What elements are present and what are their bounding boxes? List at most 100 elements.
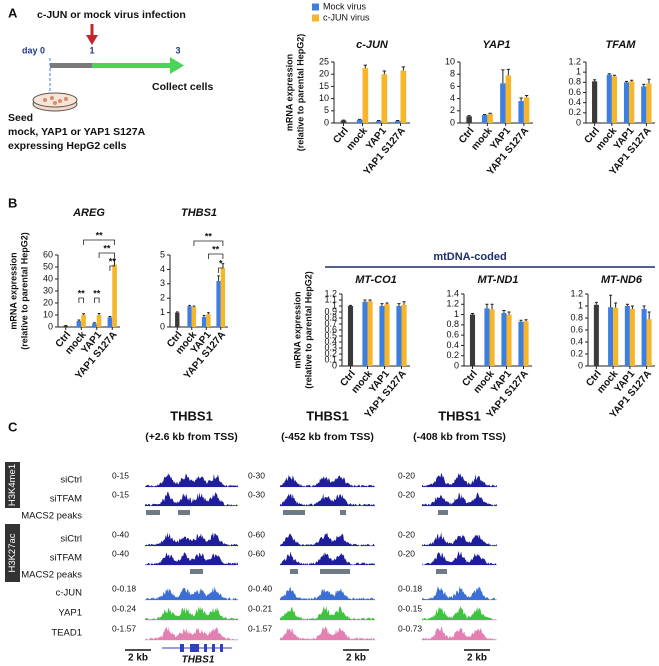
exon [220, 644, 223, 652]
y-tick-label: 3 [160, 278, 165, 288]
error-bar [485, 303, 489, 309]
bar [501, 313, 507, 366]
signal-track [145, 473, 238, 487]
error-bar [467, 115, 471, 117]
y-tick-label: 0.2 [568, 107, 581, 117]
signal-track [422, 551, 497, 565]
mark-label: H3K4me1 [7, 464, 18, 506]
bar [629, 309, 635, 366]
significance-label: ** [109, 256, 117, 266]
bar [379, 306, 385, 366]
y-tick-label: 0.4 [446, 340, 459, 350]
error-bar [202, 314, 206, 317]
track-range: 0-60 [248, 548, 265, 558]
error-bar [630, 79, 634, 82]
bar [523, 97, 530, 123]
y-tick-label: 6 [450, 81, 455, 91]
error-bar [217, 275, 220, 281]
bar [641, 309, 647, 366]
chart-title: MT-ND1 [478, 274, 519, 286]
error-bar [385, 302, 389, 305]
y-tick-label: 8 [450, 69, 455, 79]
exon [212, 644, 215, 652]
track-label: YAP1 [58, 608, 82, 619]
scale-label: 2 kb [467, 653, 487, 664]
error-bar [382, 70, 387, 75]
y-tick-label: 0 [576, 117, 581, 127]
macs2-peak [320, 569, 350, 574]
macs2-peak [190, 569, 203, 574]
track-range: 0-0.18 [398, 583, 422, 593]
bar [518, 101, 524, 123]
bar [484, 308, 490, 366]
track-range: 0-20 [398, 470, 415, 480]
error-bar [630, 305, 634, 309]
y-tick-label: 0.4 [570, 336, 583, 346]
track-range: 0-1.57 [112, 623, 136, 633]
y-tick-label: 0.7 [324, 318, 337, 328]
bar [107, 317, 113, 327]
y-tick-label: 25 [319, 56, 329, 66]
y-axis-label: (relative to parental HepG2) [303, 271, 313, 389]
error-bar [609, 294, 613, 308]
error-bar [501, 69, 505, 84]
y-tick-label: 1.2 [568, 56, 581, 66]
significance-label: ** [212, 244, 220, 254]
bar [81, 315, 86, 327]
signal-track [145, 606, 238, 620]
infection-label: c-JUN or mock virus infection [37, 9, 186, 21]
legend-label: c-JUN virus [323, 12, 370, 22]
bar [611, 76, 618, 123]
bar [593, 304, 599, 366]
legend-swatch [312, 3, 319, 11]
macs2-peak [146, 510, 160, 515]
y-tick-label: 5 [324, 105, 329, 115]
bar [487, 113, 493, 123]
timeline [92, 63, 172, 68]
track-range: 0-0.73 [398, 623, 422, 633]
bar [191, 306, 197, 327]
region-title: THBS1 [170, 408, 213, 423]
bar [608, 307, 614, 366]
bar [362, 301, 368, 366]
y-tick-label: 1 [160, 307, 165, 317]
y-tick-label: 0.6 [446, 330, 459, 340]
y-tick-label: 10 [43, 309, 53, 319]
error-bar [348, 304, 353, 306]
track-range: 0-30 [248, 489, 265, 499]
seed-label: Seed [8, 112, 33, 124]
signal-track [145, 552, 238, 565]
error-bar [642, 305, 646, 309]
error-bar [519, 97, 523, 102]
track-range: 0-0.24 [112, 603, 136, 613]
significance-label: ** [103, 243, 111, 253]
y-tick-label: 0.2 [324, 348, 337, 358]
bar [523, 321, 529, 366]
error-bar [625, 303, 629, 306]
bar [367, 301, 373, 366]
bar [466, 116, 472, 123]
bar [384, 304, 390, 366]
y-tick-label: 0 [324, 117, 329, 127]
day-label: 1 [89, 45, 94, 55]
error-bar [108, 315, 112, 318]
y-tick-label: 4 [160, 264, 165, 274]
bar [63, 325, 69, 327]
bar [96, 315, 102, 327]
macs2-peak [283, 510, 305, 515]
exon [180, 644, 184, 652]
track-label: siCtrl [60, 534, 82, 545]
bar [375, 121, 382, 123]
legend-label: Mock virus [323, 1, 367, 11]
track-range: 0-1.57 [248, 623, 272, 633]
track-range: 0-40 [112, 548, 129, 558]
y-tick-label: 0.4 [324, 336, 337, 346]
error-bar [519, 319, 523, 322]
track-range: 0-20 [398, 529, 415, 539]
track-range: 0-15 [112, 470, 129, 480]
y-tick-label: 2 [450, 105, 455, 115]
bar [381, 74, 388, 123]
track-range: 0-60 [248, 529, 265, 539]
day-label: day 0 [22, 45, 45, 55]
bar [481, 115, 488, 123]
